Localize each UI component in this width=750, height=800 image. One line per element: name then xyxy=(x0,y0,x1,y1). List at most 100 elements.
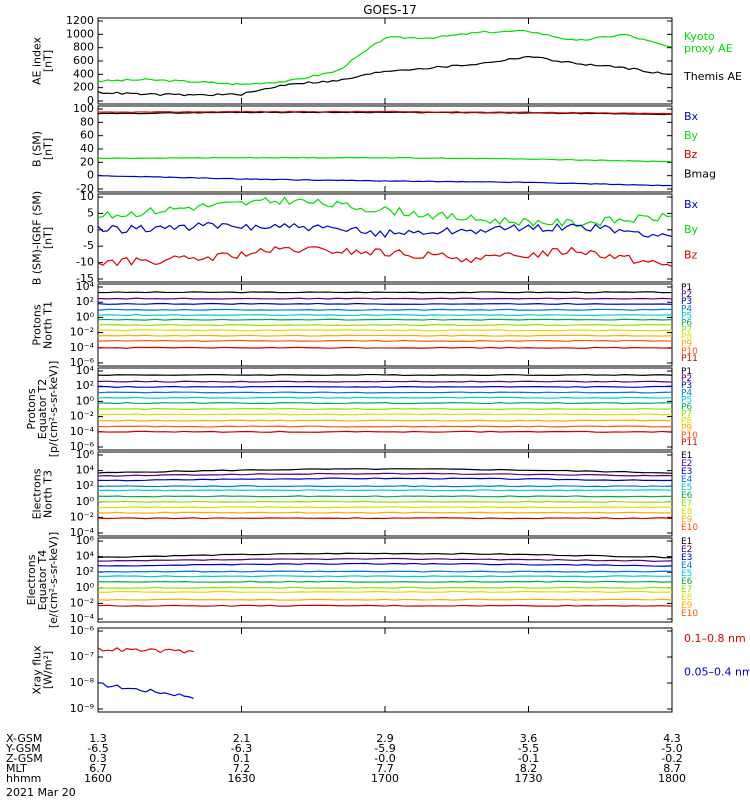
series-line xyxy=(97,407,673,411)
legend-entry: E5 xyxy=(681,483,692,493)
x-axis-value: 6.7 xyxy=(89,762,107,775)
y-tick-label: 600 xyxy=(73,54,94,67)
legend-entry: P3 xyxy=(681,381,692,391)
series-line xyxy=(97,511,673,514)
legend-entry: P7 xyxy=(681,326,692,336)
y-axis-label: [e/(cm²-s-sr-keV)] xyxy=(47,532,60,628)
y-axis-label: B (SM)-IGRF (SM) xyxy=(31,191,44,285)
legend-entry: E10 xyxy=(681,609,698,619)
x-axis-value: 0.3 xyxy=(89,752,107,765)
series-line xyxy=(97,29,673,86)
y-axis-label: [W/m²] xyxy=(42,651,55,689)
panel-frame-xray xyxy=(97,627,673,713)
legend-entry: P7 xyxy=(681,410,692,420)
x-axis-value: -6.5 xyxy=(87,742,108,755)
legend-entry: E8 xyxy=(681,593,693,603)
series-line xyxy=(97,380,673,383)
legend-entry: Kyoto xyxy=(684,30,715,43)
series-line xyxy=(97,425,673,428)
x-axis-value: -6.3 xyxy=(231,742,252,755)
legend-entry: P11 xyxy=(681,354,698,364)
legend-entry: E3 xyxy=(681,467,692,477)
series-line xyxy=(97,430,673,433)
y-tick-label: 10⁶ xyxy=(76,448,95,461)
panel-frame-ee xyxy=(97,537,673,623)
legend-entry: P5 xyxy=(681,395,692,405)
legend-entry: By xyxy=(684,223,699,236)
date-label: 2021 Mar 20 xyxy=(6,786,76,799)
series-line xyxy=(97,323,673,327)
x-axis-value: -5.0 xyxy=(661,742,682,755)
series-line xyxy=(97,156,673,163)
x-axis-value: 2.9 xyxy=(376,732,394,745)
x-axis-row-label: MLT xyxy=(6,762,27,775)
y-tick-label: 10⁻⁹ xyxy=(70,702,94,715)
series-line xyxy=(97,402,673,405)
x-axis-value: -0.0 xyxy=(374,752,395,765)
series-line xyxy=(97,314,673,317)
legend-entry: E2 xyxy=(681,459,692,469)
series-line xyxy=(97,396,673,399)
x-axis-value: 1800 xyxy=(658,772,686,785)
y-tick-label: 10² xyxy=(76,379,94,392)
y-tick-label: 10⁻⁶ xyxy=(70,356,95,369)
series-line xyxy=(97,477,673,482)
series-line xyxy=(97,468,673,474)
y-tick-label: 100 xyxy=(73,102,94,115)
series-line xyxy=(97,291,673,294)
y-tick-label: 10⁰ xyxy=(76,394,95,407)
legend-entry: proxy AE xyxy=(684,42,733,55)
y-tick-label: 10⁻⁷ xyxy=(70,650,94,663)
y-tick-label: 10⁰ xyxy=(76,581,95,594)
legend-entry: P9 xyxy=(681,340,692,350)
series-line xyxy=(97,308,673,311)
legend-entry: E9 xyxy=(681,515,693,525)
legend-entry: 0.05–0.4 nm xyxy=(684,666,750,679)
legend-entry: Bx xyxy=(684,198,699,211)
series-line xyxy=(97,506,673,509)
y-tick-label: 10⁰ xyxy=(76,310,95,323)
legend-entry: P8 xyxy=(681,333,692,343)
series-line xyxy=(97,246,673,267)
y-axis-label: Equator T2 xyxy=(36,379,49,439)
series-line xyxy=(97,334,673,337)
legend-entry: P6 xyxy=(681,402,692,412)
y-tick-label: 10⁻⁶ xyxy=(70,440,95,453)
legend-entry: P4 xyxy=(681,388,692,398)
x-axis-value: -0.2 xyxy=(661,752,682,765)
y-tick-label: 40 xyxy=(80,142,94,155)
y-axis-label: B (SM) xyxy=(31,131,44,167)
series-line xyxy=(97,329,673,332)
y-axis-label: [nT] xyxy=(42,138,55,160)
x-axis-value: 7.2 xyxy=(233,762,251,775)
x-axis-value: 3.6 xyxy=(520,732,538,745)
legend-entry: E3 xyxy=(681,553,692,563)
y-tick-label: 20 xyxy=(80,155,94,168)
x-axis-value: 1730 xyxy=(515,772,543,785)
series-line xyxy=(97,221,673,238)
y-tick-label: 10⁻² xyxy=(70,596,94,609)
series-line xyxy=(97,604,673,607)
x-axis-value: 1.3 xyxy=(89,732,107,745)
y-tick-label: -10 xyxy=(76,256,94,269)
y-tick-label: 1000 xyxy=(66,27,94,40)
legend-entry: Bmag xyxy=(684,167,716,180)
y-tick-label: 10⁻⁴ xyxy=(70,612,95,625)
y-axis-label: [p/(cm²-s-sr-keV)] xyxy=(47,361,60,458)
legend-entry: P4 xyxy=(681,304,692,314)
series-line xyxy=(97,110,673,115)
series-line xyxy=(97,575,673,578)
x-axis-row-label: X-GSM xyxy=(6,732,42,745)
series-line xyxy=(97,682,194,699)
legend-entry: Bz xyxy=(684,148,698,161)
y-tick-label: 10⁰ xyxy=(76,495,95,508)
legend-entry: P10 xyxy=(681,347,698,357)
panel-frame-en xyxy=(97,451,673,537)
series-line xyxy=(97,373,673,377)
legend-entry: P1 xyxy=(681,283,692,293)
y-axis-label: North T1 xyxy=(42,301,55,349)
x-axis-value: 8.7 xyxy=(663,762,681,775)
series-line xyxy=(97,590,673,593)
x-axis-row-label: Z-GSM xyxy=(6,752,43,765)
